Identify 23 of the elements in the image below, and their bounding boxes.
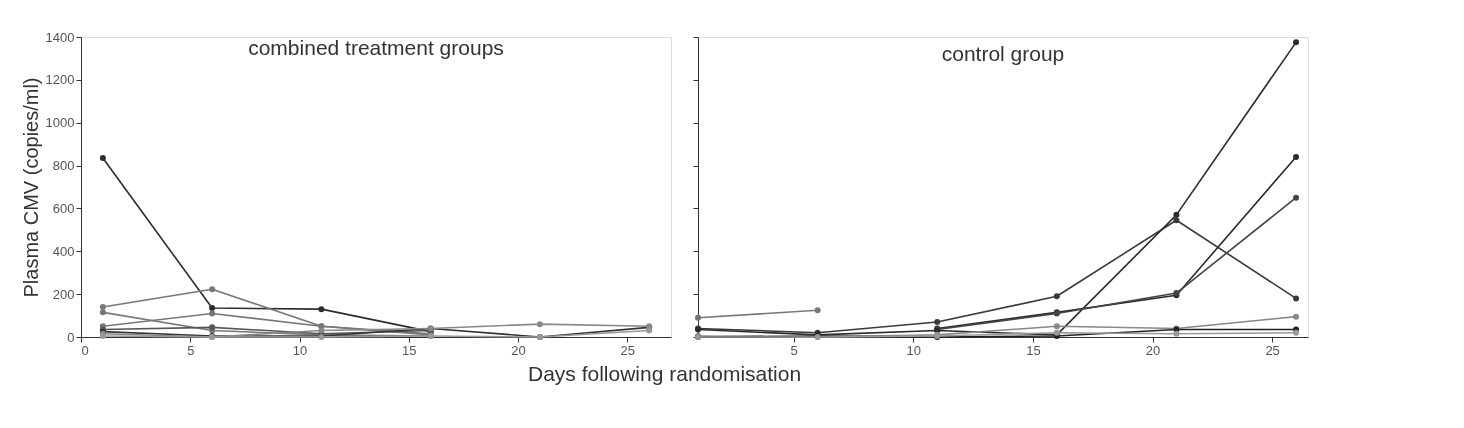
y-tick-label: 800 bbox=[52, 158, 75, 174]
y-tick-label: 400 bbox=[52, 243, 75, 259]
x-tick-label: 20 bbox=[511, 342, 526, 358]
y-tick-label: 1200 bbox=[45, 72, 75, 88]
chart-title: control group bbox=[941, 41, 1065, 65]
x-tick-label: 0 bbox=[81, 342, 89, 358]
y-tick-label: 1400 bbox=[45, 29, 75, 45]
x-tick-label: 5 bbox=[790, 342, 798, 358]
x-tick-label: 20 bbox=[1145, 342, 1161, 358]
x-tick-label: 10 bbox=[292, 342, 308, 358]
x-tick-label: 25 bbox=[1265, 342, 1280, 358]
x-tick-label: 15 bbox=[402, 342, 417, 358]
y-axis-title: Plasma CMV (copies/ml) bbox=[19, 77, 42, 298]
y-tick-label: 600 bbox=[52, 200, 75, 216]
chart-title: combined treatment groups bbox=[248, 36, 504, 59]
x-tick-label: 5 bbox=[187, 342, 195, 358]
x-axis-title: Days following randomisation bbox=[527, 361, 802, 385]
y-tick-label: 200 bbox=[52, 286, 75, 302]
x-tick-label: 25 bbox=[620, 342, 636, 358]
x-tick-label: 15 bbox=[1026, 342, 1041, 358]
y-tick-label: 1000 bbox=[45, 115, 75, 131]
y-tick-label: 0 bbox=[67, 329, 75, 345]
x-tick-label: 10 bbox=[906, 342, 922, 358]
